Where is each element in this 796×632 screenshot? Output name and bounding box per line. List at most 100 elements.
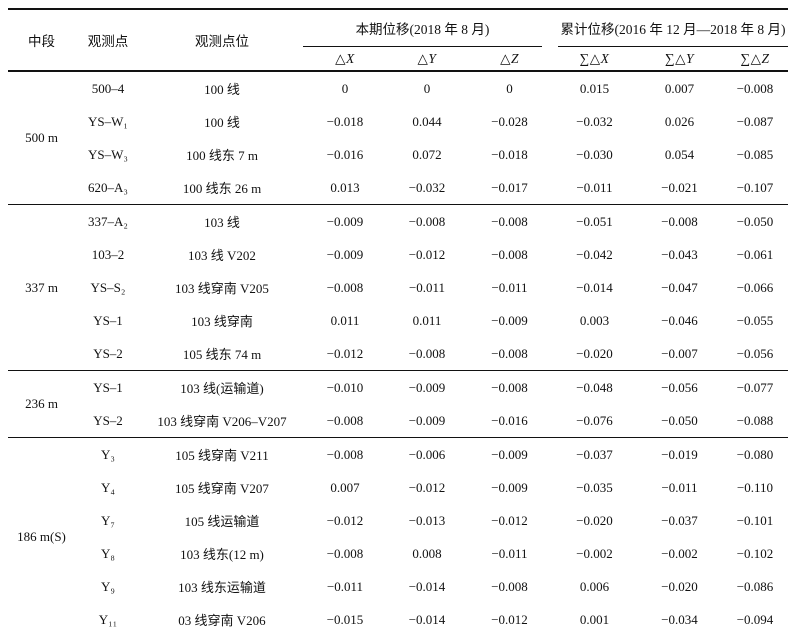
value-cell: −0.056 xyxy=(661,379,698,395)
col-header-dy: △Y xyxy=(387,47,467,72)
value-cell: −0.037 xyxy=(576,446,613,462)
value-cell: −0.047 xyxy=(661,279,698,295)
value-cell: −0.051 xyxy=(576,213,613,229)
value-cell: −0.077 xyxy=(736,379,774,395)
value-cell: −0.030 xyxy=(576,146,613,162)
value-cell: −0.012 xyxy=(326,512,364,528)
value-cell: −0.085 xyxy=(736,146,774,162)
table-row: Y₁₁ 03 线穿南 V206 −0.015 −0.014 −0.012 0.001 −0.… xyxy=(8,603,788,632)
value-cell: 0 xyxy=(341,80,349,96)
table-row: 337 m 337–A₂ 103 线 −0.009 −0.008 −0.008 −0.051… xyxy=(8,204,788,371)
table-row: Y₉ 103 线东运输道 −0.011 −0.014 −0.008 0.006 −0.020… xyxy=(8,570,788,603)
table-row: YS–1 103 线穿南 0.011 0.011 −0.009 0.003 −0.046 −0… xyxy=(8,304,788,337)
value-cell: −0.008 xyxy=(326,446,364,462)
value-cell: −0.008 xyxy=(661,213,698,229)
value-cell: −0.012 xyxy=(408,479,446,495)
value-cell: −0.014 xyxy=(408,611,446,627)
table-row: YS–S₂ 103 线穿南 V205 −0.008 −0.011 −0.011 −0.01… xyxy=(8,271,788,304)
value-cell: −0.009 xyxy=(408,379,446,395)
col-header-level: 中段 xyxy=(8,9,75,72)
point-cell: Y₄ xyxy=(101,479,115,495)
point-cell: YS–2 xyxy=(75,337,141,371)
location-cell: 103 线东运输道 xyxy=(178,580,266,595)
value-cell: −0.094 xyxy=(736,611,774,627)
value-cell: −0.066 xyxy=(736,279,774,295)
value-cell: −0.050 xyxy=(736,213,774,229)
value-cell: 0.006 xyxy=(579,578,610,594)
value-cell: −0.107 xyxy=(722,171,789,205)
value-cell: 0.054 xyxy=(664,146,695,162)
value-cell: −0.008 xyxy=(491,213,528,229)
location-cell: 103 线 xyxy=(204,215,240,230)
value-cell: 0.011 xyxy=(412,312,442,328)
location-cell: 103 线(运输道) xyxy=(180,381,264,396)
value-cell: −0.014 xyxy=(408,578,446,594)
location-cell: 105 线穿南 V211 xyxy=(175,448,269,463)
location-cell: 103 线穿南 V206–V207 xyxy=(141,404,303,438)
value-cell: −0.008 xyxy=(387,337,467,371)
col-header-cumulative-displacement: 累计位移(2016 年 12 月—2018 年 8 月) xyxy=(552,9,789,47)
location-cell: 105 线穿南 V207 xyxy=(175,481,269,496)
level-cell: 500 m xyxy=(8,71,75,205)
value-cell: −0.009 xyxy=(387,404,467,438)
value-cell: 0.015 xyxy=(579,80,610,96)
point-cell: 337–A₂ xyxy=(88,213,128,229)
header-row-groups: 中段 观测点 观测点位 本期位移(2018 年 8 月) 累计位移(2016 年… xyxy=(8,9,789,72)
location-cell: 100 线 xyxy=(204,82,240,97)
value-cell: −0.087 xyxy=(736,113,774,129)
value-cell: −0.102 xyxy=(736,545,774,561)
location-cell: 100 线 xyxy=(204,115,240,130)
value-cell: −0.008 xyxy=(736,80,774,96)
value-cell: −0.014 xyxy=(576,279,613,295)
col-header-sum-dx: ∑△X xyxy=(552,47,638,72)
value-cell: 0.011 xyxy=(330,312,360,328)
value-cell: −0.088 xyxy=(722,404,789,438)
value-cell: −0.011 xyxy=(491,279,528,295)
location-cell: 105 线东 74 m xyxy=(141,337,303,371)
table-row: 103–2 103 线 V202 −0.009 −0.012 −0.008 −0.042 −… xyxy=(8,238,788,271)
value-cell: 0 xyxy=(423,80,431,96)
point-cell: Y₇ xyxy=(101,512,115,528)
col-header-point: 观测点 xyxy=(75,9,141,72)
table-row: Y₄ 105 线穿南 V207 0.007 −0.012 −0.009 −0.035 −0.… xyxy=(8,471,788,504)
value-cell: −0.011 xyxy=(326,578,364,594)
value-cell: −0.101 xyxy=(736,512,774,528)
value-cell: −0.028 xyxy=(491,113,528,129)
table-row: 620–A₃ 100 线东 26 m 0.013 −0.032 −0.017 −0.011… xyxy=(8,171,789,205)
col-header-current-displacement-label: 本期位移(2018 年 8 月) xyxy=(303,10,543,47)
value-cell: −0.008 xyxy=(326,279,364,295)
value-cell: 0.007 xyxy=(664,80,695,96)
value-cell: −0.012 xyxy=(408,246,446,262)
value-cell: −0.080 xyxy=(736,446,774,462)
location-cell: 100 线东 7 m xyxy=(186,148,258,163)
point-cell: 500–4 xyxy=(91,80,125,96)
table-row: YS–W₁ 100 线 −0.018 0.044 −0.028 −0.032 0.026 −0… xyxy=(8,105,788,138)
value-cell: −0.050 xyxy=(637,404,723,438)
displacement-table: 中段 观测点 观测点位 本期位移(2018 年 8 月) 累计位移(2016 年… xyxy=(8,8,789,632)
value-cell: −0.008 xyxy=(326,545,364,561)
value-cell: −0.018 xyxy=(491,146,528,162)
location-cell: 105 线运输道 xyxy=(184,514,260,529)
value-cell: −0.032 xyxy=(576,113,613,129)
value-cell: −0.009 xyxy=(491,446,528,462)
point-cell: Y₁₁ xyxy=(98,611,118,627)
value-cell: −0.011 xyxy=(552,171,638,205)
level-cell: 337 m xyxy=(8,204,75,371)
table-body: 500 m 500–4 100 线 0 0 0 0.015 0.007 −0.008 YS–W₁ 1… xyxy=(8,71,789,632)
value-cell: −0.076 xyxy=(552,404,638,438)
value-cell: −0.016 xyxy=(467,404,553,438)
col-header-sum-dy: ∑△Y xyxy=(637,47,723,72)
location-cell: 103 线穿南 V205 xyxy=(175,281,269,296)
location-cell: 103 线 V202 xyxy=(188,248,256,263)
value-cell: 0.001 xyxy=(579,611,610,627)
value-cell: −0.034 xyxy=(661,611,698,627)
value-cell: 0.003 xyxy=(579,312,610,328)
value-cell: −0.020 xyxy=(661,578,698,594)
value-cell: −0.061 xyxy=(736,246,774,262)
value-cell: −0.021 xyxy=(637,171,723,205)
value-cell: −0.007 xyxy=(637,337,723,371)
value-cell: 0.007 xyxy=(330,479,360,495)
point-cell: YS–W₃ xyxy=(88,146,128,162)
value-cell: −0.009 xyxy=(326,246,364,262)
